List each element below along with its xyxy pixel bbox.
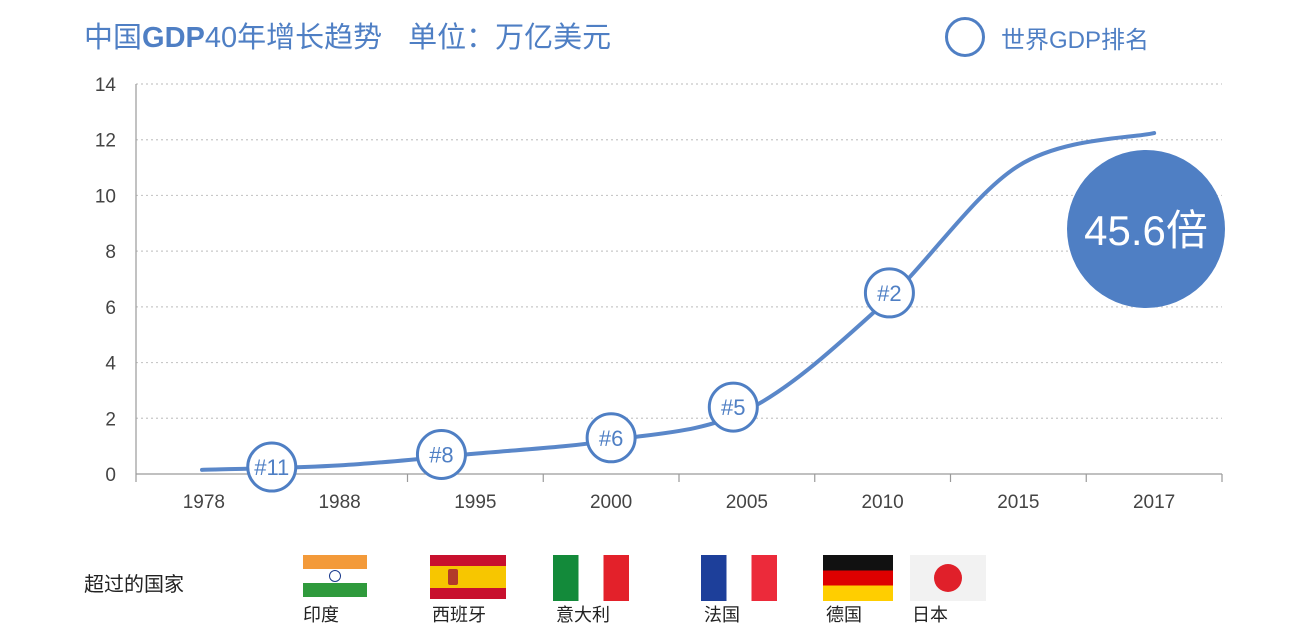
x-tick-label-1995: 1995 — [454, 492, 496, 513]
rank-marker-0 — [246, 441, 298, 493]
gdp-line — [200, 131, 1157, 472]
country-label-spain: 西班牙 — [432, 605, 486, 625]
rank-marker-3 — [707, 381, 759, 433]
x-tick-label-2015: 2015 — [997, 492, 1039, 513]
rank-marker-4 — [863, 267, 915, 319]
country-label-france: 法国 — [704, 605, 740, 625]
y-tick-label-14: 14 — [95, 75, 117, 96]
multiplier-bubble — [1067, 150, 1225, 308]
country-label-india: 印度 — [303, 605, 339, 625]
title-unit: 单位：万亿美元 — [408, 22, 612, 54]
rank-marker-label-1: #8 — [429, 443, 453, 468]
y-tick-label-8: 8 — [105, 242, 116, 263]
rank-marker-1 — [415, 429, 467, 480]
y-tick-label-0: 0 — [105, 465, 116, 486]
rank-marker-label-3: #5 — [721, 395, 745, 420]
legend-ring-icon — [945, 17, 985, 57]
rank-marker-label-4: #2 — [877, 281, 901, 306]
country-label-germany: 德国 — [826, 605, 862, 625]
flag-japan-icon — [910, 555, 986, 601]
y-tick-label-6: 6 — [105, 298, 116, 319]
x-tick-label-2017: 2017 — [1133, 492, 1175, 513]
x-tick-label-2000: 2000 — [590, 492, 632, 513]
flag-france-icon — [701, 555, 777, 601]
country-label-italy: 意大利 — [556, 605, 610, 625]
country-label-japan: 日本 — [912, 605, 948, 625]
y-tick-label-4: 4 — [105, 354, 116, 375]
surpassed-countries-label: 超过的国家 — [84, 574, 184, 596]
title-gdp: GDP — [142, 22, 205, 54]
flag-germany-icon — [823, 555, 893, 601]
flag-italy-icon — [553, 555, 629, 601]
title-part1: 中国 — [84, 22, 143, 54]
x-tick-label-1978: 1978 — [183, 492, 225, 513]
rank-marker-2 — [585, 412, 637, 464]
rank-marker-label-2: #6 — [599, 426, 623, 451]
title-part2: 40年增长趋势 — [204, 22, 383, 54]
y-tick-label-2: 2 — [105, 409, 116, 430]
chart-title: 中国GDP40年增长趋势 单位：万亿美元 — [84, 14, 611, 56]
y-tick-label-12: 12 — [95, 131, 116, 152]
x-tick-label-2005: 2005 — [726, 492, 768, 513]
multiplier-label: 45.6倍 — [1084, 207, 1208, 254]
legend-label: 世界GDP排名 — [1001, 26, 1150, 54]
legend: 世界GDP排名 — [945, 14, 1149, 60]
x-tick-label-1988: 1988 — [318, 492, 360, 513]
x-tick-label-2010: 2010 — [861, 492, 903, 513]
flag-india-icon — [303, 555, 367, 597]
y-tick-label-10: 10 — [95, 186, 116, 207]
rank-marker-label-0: #11 — [254, 455, 289, 480]
flag-spain-icon — [430, 555, 506, 599]
